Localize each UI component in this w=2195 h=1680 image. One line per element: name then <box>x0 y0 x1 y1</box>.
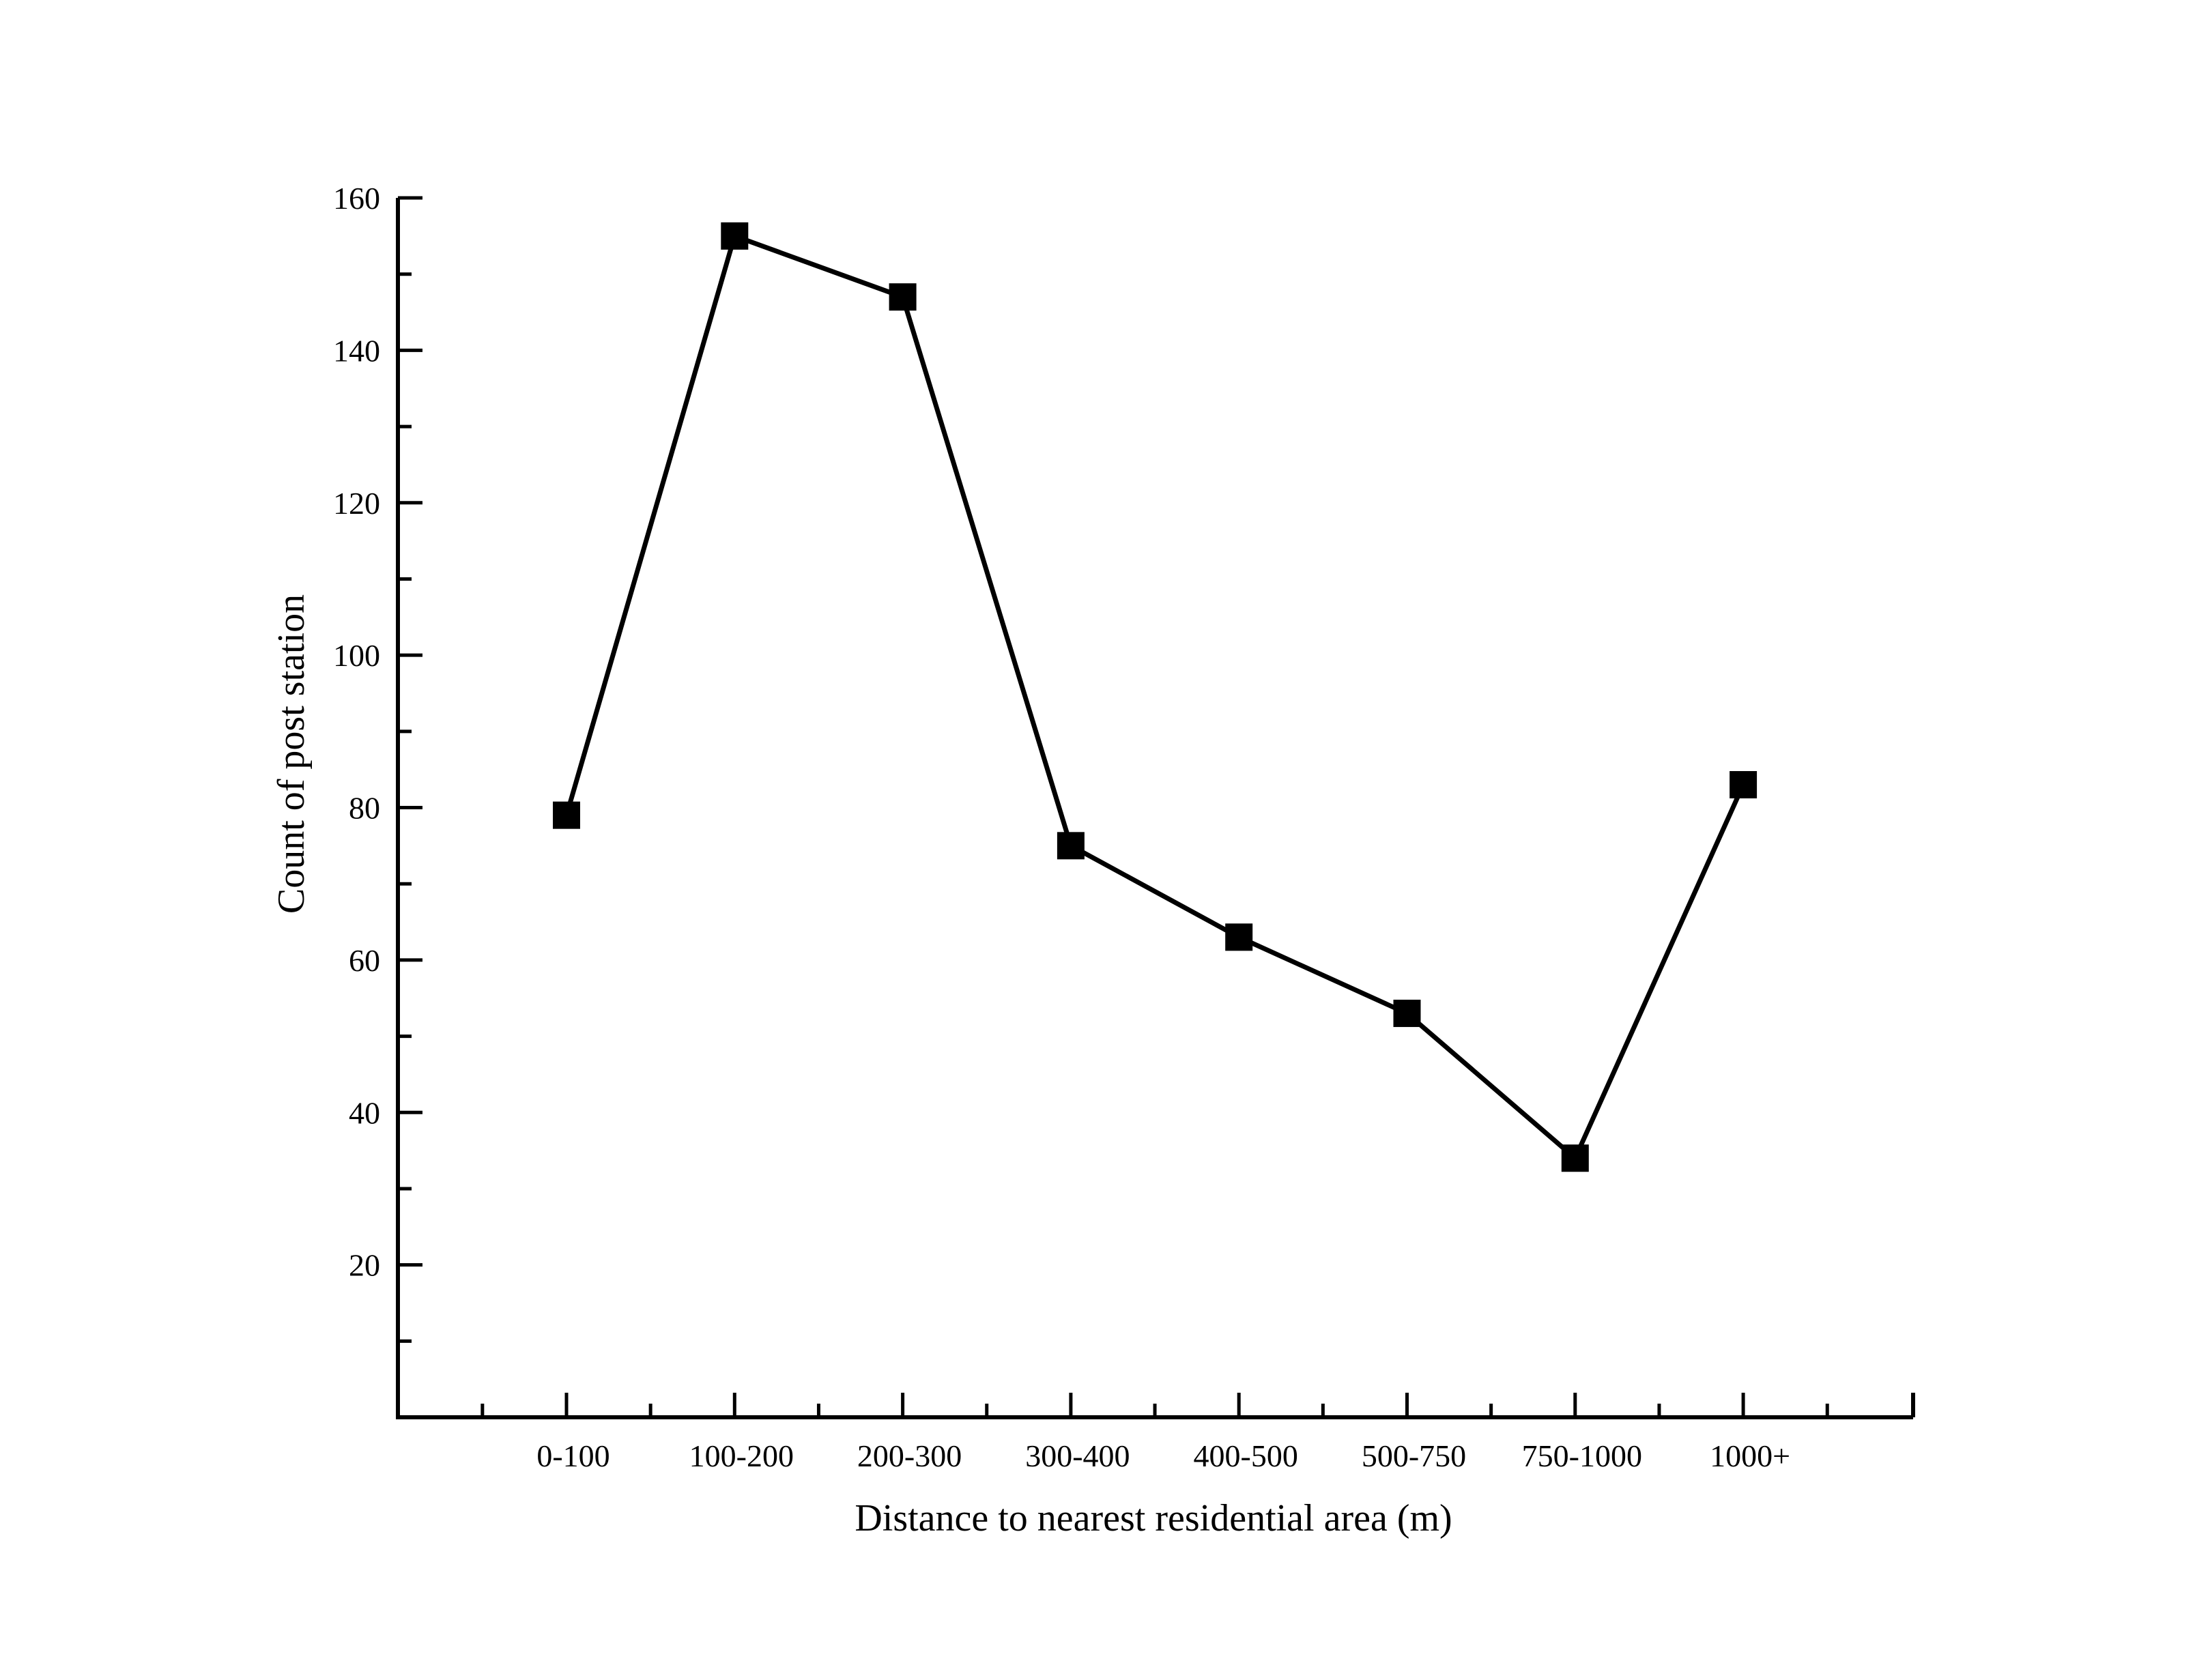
data-point-marker <box>721 222 749 250</box>
labels: 20 40 60 80 100 120 140 160 0-100 100-200 200-300 3… <box>333 181 1790 1473</box>
data-point-marker <box>1730 770 1758 798</box>
x-tick-label: 200-300 <box>857 1438 962 1473</box>
y-tick-label: 60 <box>349 943 380 978</box>
y-tick-label: 140 <box>333 333 380 368</box>
data-point-marker <box>1057 832 1085 860</box>
y-tick-label: 80 <box>349 791 380 826</box>
y-tick-label: 40 <box>349 1095 380 1130</box>
y-tick-label: 100 <box>333 638 380 673</box>
y-tick-label: 20 <box>349 1248 380 1283</box>
ticks <box>398 196 1829 1417</box>
x-tick-label: 0-100 <box>536 1438 609 1473</box>
x-axis-title: Distance to nearest residential area (m) <box>855 1497 1452 1539</box>
x-tick-label: 500-750 <box>1362 1438 1466 1473</box>
series-line <box>564 233 1746 1162</box>
y-axis-title: Count of post station <box>270 594 313 914</box>
y-tick-label: 160 <box>333 181 380 216</box>
x-tick-label: 750-1000 <box>1522 1438 1642 1473</box>
x-tick-label: 1000+ <box>1710 1438 1790 1473</box>
axes <box>396 198 1915 1419</box>
data-point-marker <box>553 801 580 829</box>
y-tick-label: 120 <box>333 486 380 521</box>
x-tick-label: 300-400 <box>1025 1438 1130 1473</box>
x-tick-label: 100-200 <box>689 1438 794 1473</box>
data-point-marker <box>1393 1000 1421 1028</box>
data-point-marker <box>1225 923 1253 951</box>
x-tick-label: 400-500 <box>1194 1438 1298 1473</box>
data-point-marker <box>1561 1144 1589 1172</box>
data-point-marker <box>889 283 917 311</box>
series <box>553 222 1758 1172</box>
